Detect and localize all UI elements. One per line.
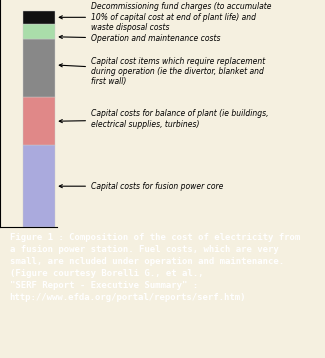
- Bar: [23, 24, 55, 39]
- Bar: [23, 39, 55, 97]
- Bar: [23, 11, 55, 24]
- Text: Capital costs for fusion power core: Capital costs for fusion power core: [59, 182, 223, 191]
- Text: Capital cost items which require replacement
during operation (ie the divertor, : Capital cost items which require replace…: [59, 57, 265, 86]
- Text: Figure 1 : Composition of the cost of electricity from
a fusion power station. F: Figure 1 : Composition of the cost of el…: [10, 233, 300, 302]
- Bar: [23, 97, 55, 145]
- Text: Capital costs for balance of plant (ie buildings,
electrical supplies, turbines): Capital costs for balance of plant (ie b…: [59, 110, 268, 129]
- Text: Operation and maintenance costs: Operation and maintenance costs: [59, 34, 220, 43]
- Text: Decommissioning fund charges (to accumulate
10% of capital cost at end of plant : Decommissioning fund charges (to accumul…: [59, 3, 271, 32]
- Bar: [23, 145, 55, 227]
